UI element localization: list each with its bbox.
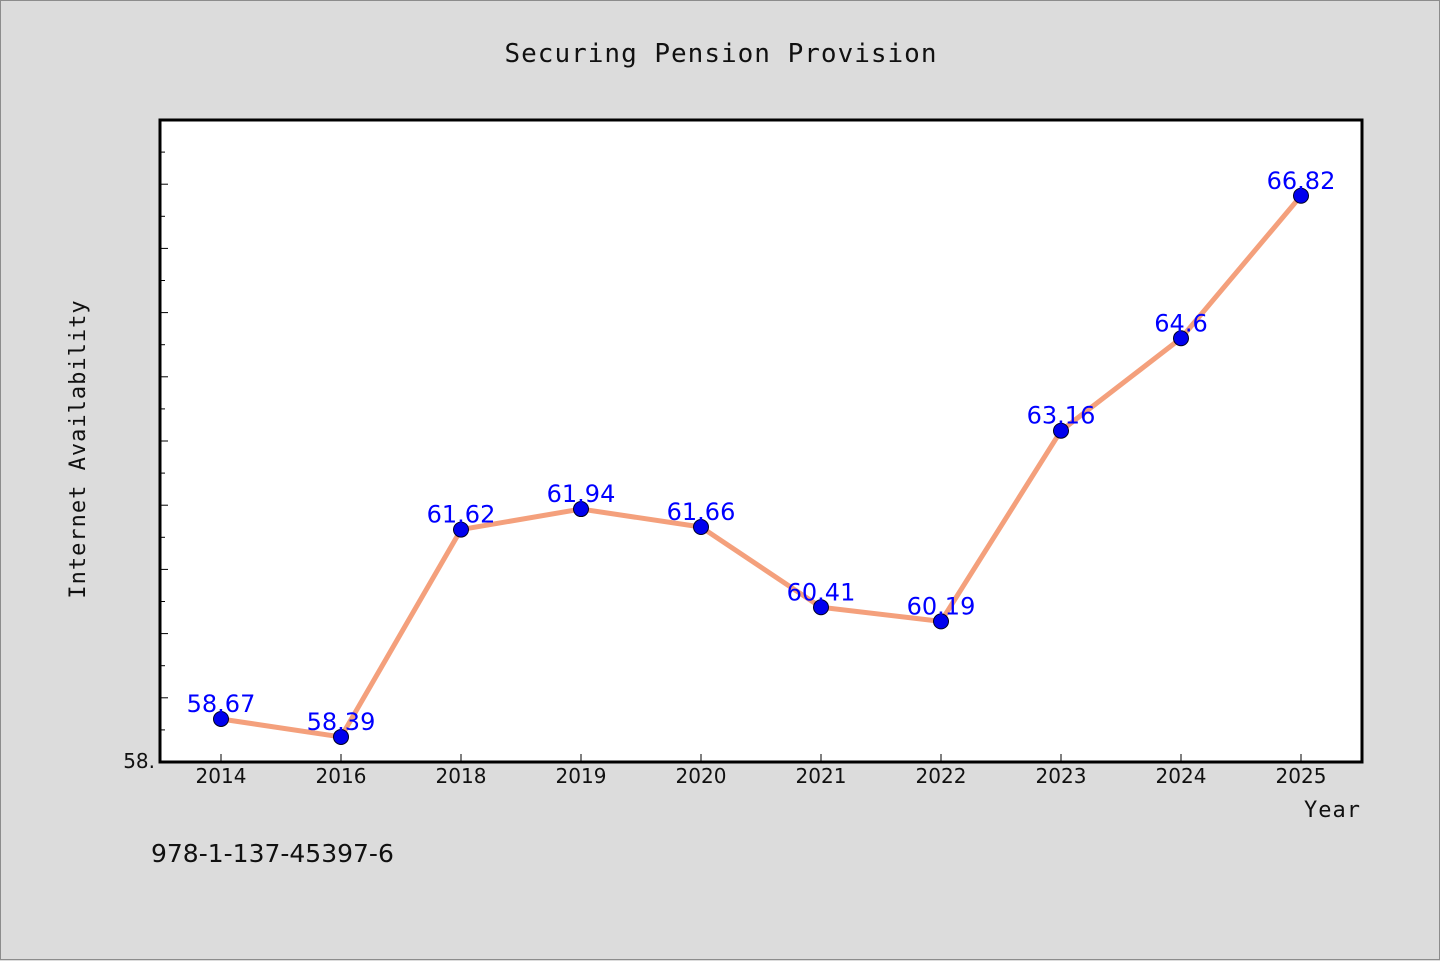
data-label: 61.62	[427, 501, 496, 529]
x-tick-label: 2016	[316, 764, 367, 788]
data-label: 60.19	[907, 592, 976, 620]
data-point	[1173, 330, 1189, 347]
data-label: 58.67	[187, 690, 256, 718]
data-point	[213, 710, 229, 727]
series-line	[218, 193, 1304, 740]
data-label: 64.6	[1154, 309, 1207, 337]
data-point	[1053, 422, 1069, 439]
isbn-footnote: 978-1-137-45397-6	[151, 839, 394, 868]
data-point	[1293, 187, 1309, 204]
x-tick-label: 2020	[676, 764, 727, 788]
x-axis-tick-labels: 2014 2016 2018 2019 2020 2021 2022 2023 2024 2025	[196, 764, 1327, 788]
x-tick-label: 2019	[556, 764, 607, 788]
x-axis-ticks	[220, 754, 1302, 762]
data-label: 66.82	[1267, 167, 1336, 195]
x-tick-label: 2021	[796, 764, 847, 788]
x-axis-label: Year	[1304, 798, 1361, 823]
data-point	[813, 599, 829, 616]
data-label: 61.94	[547, 480, 616, 508]
y-axis-label: Internet Availability	[66, 299, 91, 598]
plot-area	[158, 118, 1364, 764]
data-point	[333, 728, 349, 745]
data-label: 60.41	[787, 578, 856, 606]
x-tick-label: 2014	[196, 764, 247, 788]
y-tick-label: 58.	[123, 749, 155, 773]
x-tick-label: 2024	[1156, 764, 1207, 788]
data-point	[693, 519, 709, 536]
data-point	[453, 521, 469, 538]
data-point	[573, 501, 589, 518]
data-point	[933, 613, 949, 630]
data-label: 61.66	[667, 498, 736, 526]
data-label: 63.16	[1027, 402, 1096, 430]
chart-title: Securing Pension Provision	[505, 39, 938, 69]
x-tick-label: 2022	[916, 764, 967, 788]
y-axis-ticks	[160, 119, 168, 763]
data-labels: 58.67 58.39 61.62 61.94 61.66 60.41 60.19 63.16…	[187, 167, 1336, 736]
data-label: 58.39	[307, 708, 376, 736]
x-tick-label: 2023	[1036, 764, 1087, 788]
data-markers	[213, 187, 1309, 745]
x-tick-label: 2025	[1276, 764, 1327, 788]
x-tick-label: 2018	[436, 764, 487, 788]
